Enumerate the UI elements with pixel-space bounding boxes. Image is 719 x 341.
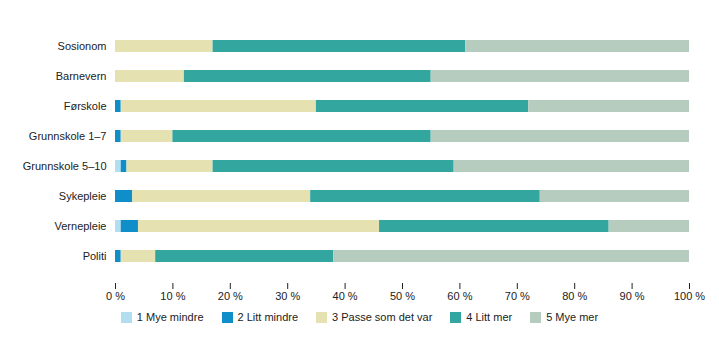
svg-text:Førskole: Førskole (64, 100, 107, 112)
svg-text:Barnevern: Barnevern (56, 70, 107, 82)
svg-text:Vernepleie: Vernepleie (55, 220, 107, 232)
svg-text:Grunnskole 5–10: Grunnskole 5–10 (23, 160, 107, 172)
html-text:3 Passe som det var: 3 Passe som det var (332, 311, 433, 323)
svg-text:Sosionom: Sosionom (58, 40, 107, 52)
svg-text:Sykepleie: Sykepleie (59, 190, 107, 202)
svg-text:80 %: 80 % (562, 290, 587, 302)
svg-text:20 %: 20 % (218, 290, 243, 302)
svg-text:60 %: 60 % (447, 290, 472, 302)
svg-text:70 %: 70 % (505, 290, 530, 302)
svg-text:30 %: 30 % (275, 290, 300, 302)
svg-text:90 %: 90 % (620, 290, 645, 302)
svg-text:Politi: Politi (83, 250, 107, 262)
svg-text:100 %: 100 % (674, 290, 705, 302)
html-text:4 Litt mer: 4 Litt mer (466, 311, 513, 323)
html-text:5 Mye mer: 5 Mye mer (546, 311, 599, 323)
svg-text:40 %: 40 % (333, 290, 358, 302)
html-text:2 Litt mindre: 2 Litt mindre (237, 311, 298, 323)
svg-text:50 %: 50 % (390, 290, 415, 302)
html-text:1 Mye mindre: 1 Mye mindre (136, 311, 204, 323)
svg-text:Grunnskole 1–7: Grunnskole 1–7 (29, 130, 107, 142)
svg-text:0 %: 0 % (106, 290, 125, 302)
svg-text:10 %: 10 % (160, 290, 185, 302)
